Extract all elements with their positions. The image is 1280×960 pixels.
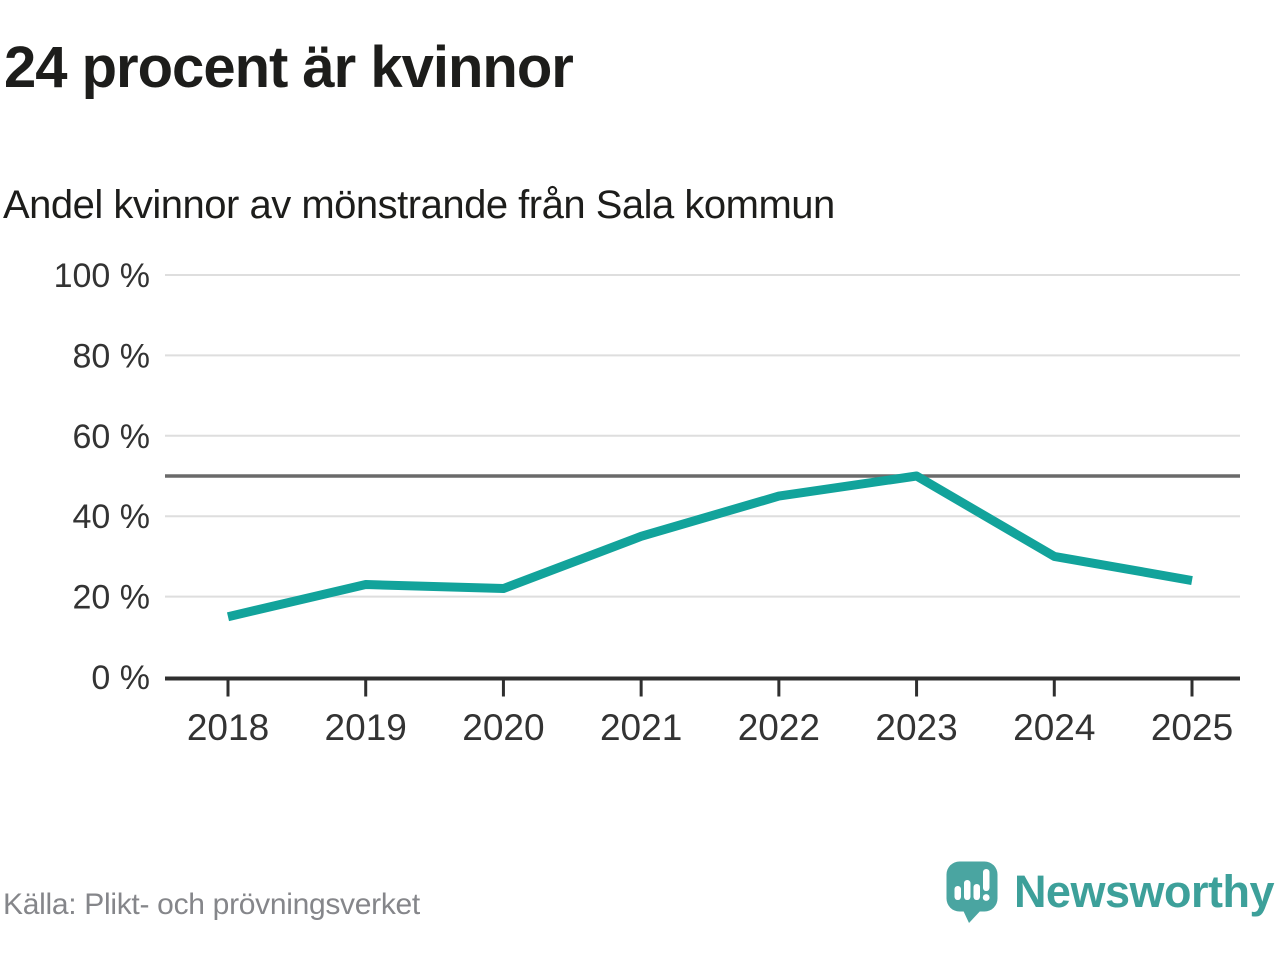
data-line-series [226,471,1193,622]
newsworthy-speech-bubble-bar-chart-icon [946,861,998,923]
x-axis-tick-label: 2021 [600,707,682,748]
y-axis-tick-label: 0 % [91,659,150,697]
x-axis-tick-label: 2023 [875,707,957,748]
y-axis-tick-label: 100 % [54,257,150,295]
newsworthy-logo: Newsworthy [945,860,1275,924]
chart-subtitle: Andel kvinnor av mönstrande från Sala ko… [3,183,835,227]
y-axis-tick-label: 20 % [73,579,151,617]
newsworthy-wordmark: Newsworthy [1013,866,1275,917]
y-axis-tick-label: 80 % [73,337,151,375]
x-axis-tick-label: 2022 [738,707,820,748]
y-axis-tick-label: 40 % [73,498,151,536]
x-axis-tick-label: 2024 [1013,707,1095,748]
x-axis-tick-label: 2019 [325,707,407,748]
source-caption: Källa: Plikt- och prövningsverket [3,888,420,921]
page-title: 24 procent är kvinnor [4,35,574,100]
x-axis-tick-label: 2020 [462,707,544,748]
x-axis-tick-label: 2018 [187,707,269,748]
y-axis-tick-label: 60 % [73,418,151,456]
x-axis-tick-label: 2025 [1151,707,1233,748]
